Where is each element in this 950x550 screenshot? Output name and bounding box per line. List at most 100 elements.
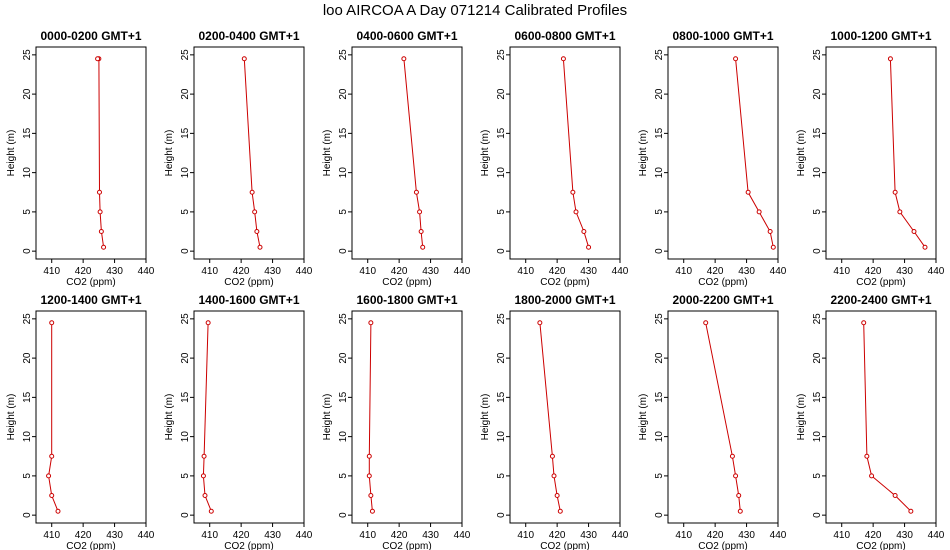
panel-4-xlabel: CO2 (ppm): [698, 277, 747, 288]
panel-3-ytick-label-3: 15: [496, 127, 507, 139]
panel-6-point-3: [49, 453, 55, 459]
panel-9-profile-line: [539, 322, 561, 512]
panel-9-xtick-label-1: 420: [549, 530, 566, 541]
panel-8-point-2: [366, 473, 372, 479]
panel-8-ylabel: Height (m): [322, 394, 333, 441]
panel-4-title: 0800-1000 GMT+1: [672, 29, 773, 43]
panel-3-point-3: [570, 189, 576, 195]
panel-1-ytick-label-5: 25: [180, 49, 191, 61]
panel-7-ytick-label-1: 5: [180, 473, 191, 479]
panel-8-ytick-label-2: 10: [338, 431, 349, 443]
panel-4-ytick-label-4: 20: [654, 88, 665, 100]
panel-7-ytick-label-0: 0: [180, 512, 191, 518]
panel-7-point-4: [205, 320, 211, 326]
panel-1-xtick-label-1: 420: [233, 266, 250, 277]
panel-8-ytick-label-1: 5: [338, 473, 349, 479]
panel-5-title: 1000-1200 GMT+1: [830, 29, 931, 43]
panel-11-xtick-label-1: 420: [865, 530, 882, 541]
panel-9-xtick-label-0: 410: [517, 530, 534, 541]
panel-9-ytick-label-0: 0: [496, 512, 507, 518]
panel-0-point-2: [97, 209, 103, 215]
panel-5-point-0: [922, 244, 928, 250]
panel-5-frame: [825, 46, 937, 260]
panel-4-ylabel: Height (m): [638, 130, 649, 177]
panel-3-ytick-label-0: 0: [496, 248, 507, 254]
panel-4-xtick-label-1: 420: [707, 266, 724, 277]
panel-3-xtick-label-0: 410: [517, 266, 534, 277]
panel-2-xtick-label-1: 420: [391, 266, 408, 277]
panel-10-point-4: [703, 320, 709, 326]
panel-1-point-0: [257, 244, 263, 250]
panel-2-xtick-label-0: 410: [359, 266, 376, 277]
panel-6-profile-line: [48, 322, 59, 512]
panel-6-xtick-label-3: 440: [138, 530, 155, 541]
panel-9-frame: [509, 310, 621, 524]
panel-8-xtick-label-0: 410: [359, 530, 376, 541]
panel-8-ytick-label-0: 0: [338, 512, 349, 518]
panel-1-point-1: [254, 229, 260, 235]
panel-9-title: 1800-2000 GMT+1: [514, 293, 615, 307]
panel-0-title: 0000-0200 GMT+1: [40, 29, 141, 43]
panel-6-xtick-label-1: 420: [75, 530, 92, 541]
panel-8-point-4: [368, 320, 374, 326]
panel-9-ytick-label-4: 20: [496, 352, 507, 364]
panel-8-ytick-label-3: 15: [338, 391, 349, 403]
panel-3-xtick-label-2: 430: [580, 266, 597, 277]
panel-8-point-3: [366, 453, 372, 459]
panel-5-xlabel: CO2 (ppm): [856, 277, 905, 288]
panel-3-frame: [509, 46, 621, 260]
panel-10-ytick-label-1: 5: [654, 473, 665, 479]
panel-2-ytick-label-2: 10: [338, 167, 349, 179]
panel-5-ytick-label-3: 15: [812, 127, 823, 139]
panel-3-point-1: [581, 229, 587, 235]
panel-4-profile-line: [735, 58, 774, 248]
panel-11-ytick-label-4: 20: [812, 352, 823, 364]
panel-10-point-2: [733, 473, 739, 479]
panel-5-point-2: [897, 209, 903, 215]
panel-11-profile-line: [863, 322, 912, 512]
panel-7-xtick-label-0: 410: [201, 530, 218, 541]
panel-10-title: 2000-2200 GMT+1: [672, 293, 773, 307]
panel-7-xtick-label-2: 430: [264, 530, 281, 541]
panel-5-ytick-label-5: 25: [812, 49, 823, 61]
panel-9-point-4: [537, 320, 543, 326]
panel-10-xtick-label-2: 430: [738, 530, 755, 541]
panel-11-point-4: [861, 320, 867, 326]
panel-4-frame: [667, 46, 779, 260]
panel-8-xlabel: CO2 (ppm): [382, 541, 431, 550]
panel-10-ytick-label-5: 25: [654, 313, 665, 325]
panel-4-point-3: [745, 189, 751, 195]
panel-2-point-3: [413, 189, 419, 195]
panel-10-frame: [667, 310, 779, 524]
panel-2-point-0: [420, 244, 426, 250]
figure-title: loo AIRCOA A Day 071214 Calibrated Profi…: [322, 2, 628, 19]
panel-2-point-2: [417, 209, 423, 215]
panel-9-point-0: [557, 508, 563, 514]
panel-3-profile-line: [562, 58, 590, 248]
panel-1-title: 0200-0400 GMT+1: [198, 29, 299, 43]
panel-10-xlabel: CO2 (ppm): [698, 541, 747, 550]
panel-11-point-2: [869, 473, 875, 479]
panel-11-ytick-label-3: 15: [812, 391, 823, 403]
panel-4-point-4: [733, 56, 739, 62]
panel-5-xtick-label-1: 420: [865, 266, 882, 277]
panel-3-ytick-label-2: 10: [496, 167, 507, 179]
panel-3-point-4: [560, 56, 566, 62]
panel-6-point-0: [55, 508, 61, 514]
panel-0-ytick-label-2: 10: [22, 167, 33, 179]
panel-3-ytick-label-5: 25: [496, 49, 507, 61]
panel-6-ytick-label-2: 10: [22, 431, 33, 443]
panel-8-ytick-label-4: 20: [338, 352, 349, 364]
panel-6-point-1: [49, 493, 55, 499]
panel-5-ytick-label-2: 10: [812, 167, 823, 179]
panel-6-ytick-label-0: 0: [22, 512, 33, 518]
panel-2-frame: [351, 46, 463, 260]
panel-9-xtick-label-2: 430: [580, 530, 597, 541]
panel-1-ytick-label-3: 15: [180, 127, 191, 139]
panel-6-point-2: [46, 473, 52, 479]
panel-11-ytick-label-5: 25: [812, 313, 823, 325]
panel-3-xlabel: CO2 (ppm): [540, 277, 589, 288]
panel-5-xtick-label-3: 440: [928, 266, 945, 277]
panel-9-xtick-label-3: 440: [612, 530, 629, 541]
panel-11-xtick-label-0: 410: [833, 530, 850, 541]
